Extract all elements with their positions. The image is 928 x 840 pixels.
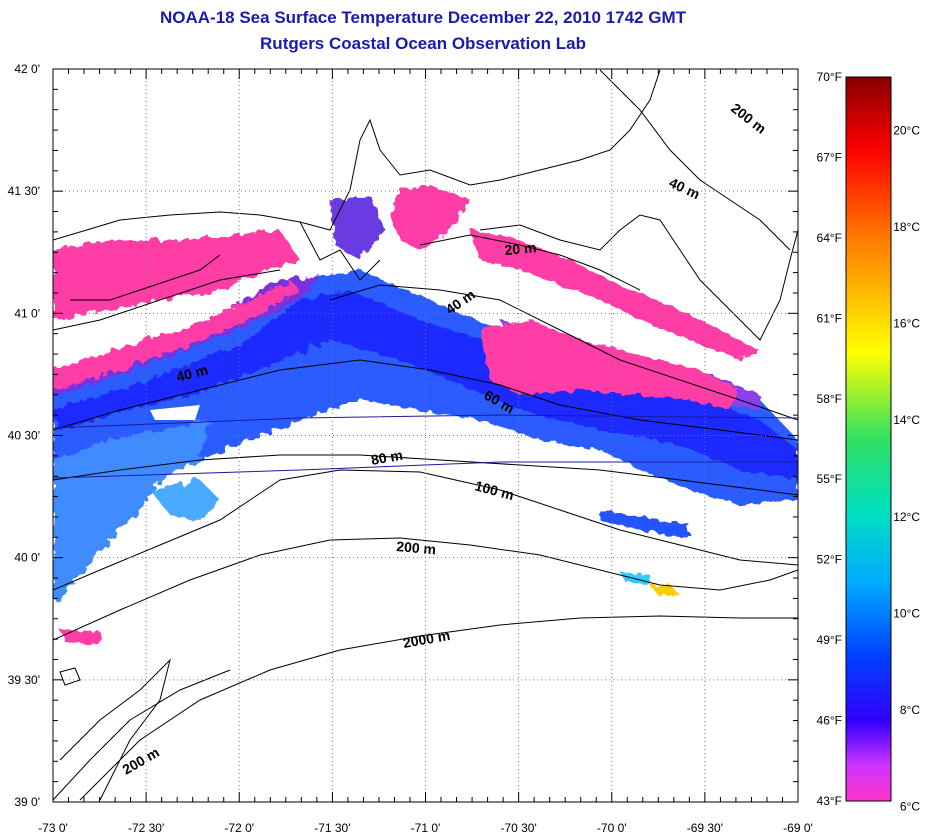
- colorbar-f-label: 70°F: [817, 70, 842, 84]
- colorbar-f-label: 64°F: [817, 231, 842, 245]
- contour-80m: [53, 454, 798, 496]
- lon-tick-label: -70 30': [500, 821, 536, 835]
- contour-40m-east: [599, 69, 791, 251]
- sst-field: [53, 185, 798, 645]
- colorbar-c-label: 20°C: [893, 124, 920, 138]
- colorbar-c-label: 10°C: [893, 606, 920, 620]
- contour-label: 100 m: [473, 477, 515, 503]
- contour-60m: [53, 359, 798, 441]
- contour-100m: [53, 469, 798, 591]
- latitude-labels: 42 0' 41 30' 41 0' 40 30' 40 0' 39 30' 39 0': [8, 62, 40, 809]
- colorbar-f-label: 67°F: [817, 150, 842, 164]
- colorbar-c-labels: 20°C 18°C 16°C 14°C 12°C 10°C 8°C 6°C: [893, 124, 920, 814]
- colorbar-f-label: 58°F: [817, 392, 842, 406]
- colorbar-f-label: 55°F: [817, 472, 842, 486]
- cloud-gaps: [60, 330, 200, 420]
- colorbar: [845, 76, 892, 802]
- frame-ticks: [52, 68, 799, 803]
- colorbar-f-label: 52°F: [817, 553, 842, 567]
- sst-cyan-patch: [150, 480, 220, 520]
- contour-label: 200 m: [396, 538, 437, 557]
- colorbar-c-label: 18°C: [893, 220, 920, 234]
- sst-pink-speck: [60, 630, 100, 645]
- sst-pink-gulf: [470, 230, 760, 360]
- colorbar-c-label: 16°C: [893, 317, 920, 331]
- lon-tick-label: -69 30': [687, 821, 723, 835]
- contour-20m: [419, 234, 641, 291]
- longitude-labels: -73 0' -72 30' -72 0' -71 30' -71 0' -70 30' -…: [38, 821, 813, 835]
- map-subtitle: Rutgers Coastal Ocean Observation Lab: [260, 34, 586, 53]
- contour-label: 2000 m: [402, 627, 452, 651]
- map-title: NOAA-18 Sea Surface Temperature December…: [160, 8, 686, 27]
- lat-tick-label: 40 30': [8, 429, 40, 443]
- contour-deep-sw: [53, 669, 231, 801]
- transect-lines: [52, 414, 799, 479]
- lon-tick-label: -72 0': [224, 821, 254, 835]
- contour-label: 20 m: [504, 239, 537, 258]
- contour-40m-mid: [329, 284, 798, 421]
- lon-tick-label: -71 0': [411, 821, 441, 835]
- sst-dark-blue-band: [53, 290, 798, 480]
- lat-tick-label: 40 0': [14, 551, 40, 565]
- colorbar-c-label: 14°C: [893, 413, 920, 427]
- lon-tick-label: -71 30': [314, 821, 350, 835]
- contour-label: 40 m: [175, 361, 210, 385]
- sst-warm-speck: [650, 585, 680, 597]
- sst-pink-nearshore-west: [53, 230, 300, 320]
- contour-200m: [53, 537, 798, 641]
- contour-40m-west: [53, 269, 281, 331]
- colorbar-c-label: 6°C: [900, 799, 920, 813]
- lat-tick-label: 41 0': [14, 306, 40, 320]
- colorbar-f-label: 49°F: [817, 633, 842, 647]
- bathymetry-contours: [53, 69, 798, 801]
- graticule: [53, 69, 798, 802]
- sst-pink-shelf-west: [53, 280, 300, 390]
- lon-tick-label: -73 0': [38, 821, 68, 835]
- sst-blue-speck: [600, 510, 690, 540]
- contour-label: 40 m: [443, 286, 478, 317]
- lat-tick-label: 41 30': [8, 184, 40, 198]
- colorbar-f-label: 43°F: [817, 794, 842, 808]
- lon-tick-label: -70 0': [597, 821, 627, 835]
- lat-tick-label: 42 0': [14, 62, 40, 76]
- contour-label: 80 m: [370, 447, 404, 468]
- colorbar-f-labels: 70°F 67°F 64°F 61°F 58°F 55°F 52°F 49°F 46°F 43°F: [817, 70, 842, 808]
- colorbar-c-label: 8°C: [900, 703, 920, 717]
- contour-label: 40 m: [667, 174, 703, 202]
- lon-tick-label: -72 30': [128, 821, 164, 835]
- sst-pink-bay: [390, 185, 470, 250]
- sst-pink-east: [480, 320, 740, 410]
- contour-2000m: [79, 615, 798, 801]
- lon-tick-label: -69 0': [783, 821, 813, 835]
- sst-light-blue-region: [53, 420, 210, 600]
- lat-tick-label: 39 30': [8, 673, 40, 687]
- colorbar-f-label: 46°F: [817, 714, 842, 728]
- sst-purple-sound: [330, 195, 385, 260]
- lat-tick-label: 39 0': [14, 795, 40, 809]
- colorbar-c-label: 12°C: [893, 510, 920, 524]
- contour-label: 200 m: [728, 100, 769, 137]
- colorbar-f-label: 61°F: [817, 311, 842, 325]
